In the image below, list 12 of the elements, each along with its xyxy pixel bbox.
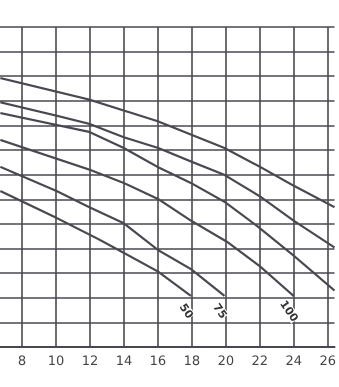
text: 50 — [176, 301, 196, 322]
x-tick-label: 16 — [150, 354, 166, 369]
x-tick-label: 12 — [82, 354, 98, 369]
x-tick-label: 26 — [319, 354, 336, 369]
x-tick-label: 10 — [48, 354, 64, 369]
text: 75 — [210, 301, 230, 322]
x-tick-label: 18 — [184, 354, 200, 369]
x-tick-label: 22 — [252, 354, 268, 369]
x-tick-label: 8 — [18, 354, 26, 369]
x-tick-label: 20 — [218, 354, 234, 369]
x-tick-label: 14 — [116, 354, 132, 369]
x-tick-label: 24 — [285, 354, 302, 369]
